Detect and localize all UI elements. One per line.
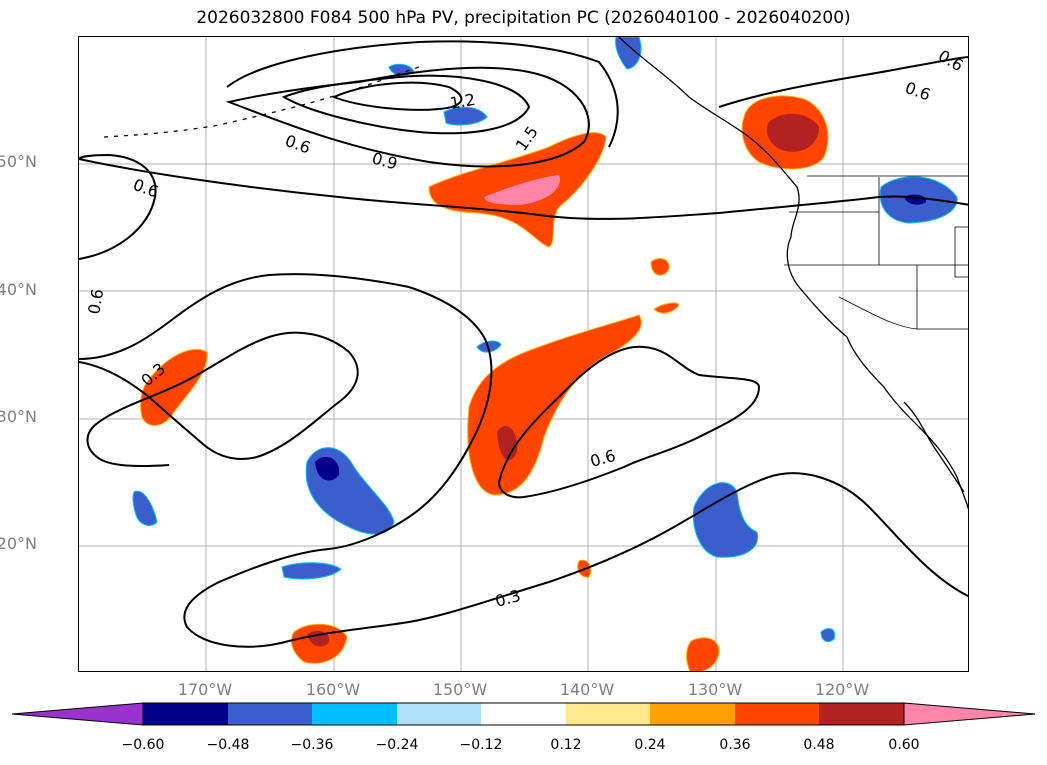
lon-label-130w: 130°W [687,680,743,699]
contour-0.6-west-cell [79,153,157,260]
contour-0.6-outer-north [226,40,619,148]
precip-region-south-edge [686,637,720,671]
precip-neg-small-2 [820,628,836,643]
pv-contours [79,40,968,648]
precip-dot-3 [653,302,680,314]
precip-neg-north [443,106,488,126]
contour-0.6-central [79,273,968,648]
lat-label-50n: 50°N [0,152,37,171]
precip-dot-1 [650,258,670,276]
contour-label-5: 1.5 [512,123,542,155]
precip-core-north-pacific [484,175,560,205]
lon-label-150w: 150°W [432,680,488,699]
colorbar-tick-1: −0.60 [121,737,165,753]
colorbar-bin-8 [735,703,819,725]
border-state-6 [954,226,968,278]
colorbar-tick-8: 0.36 [719,737,751,753]
contour-label-8: 0.6 [84,287,107,315]
precip-neg-alaska [615,37,642,70]
contour-label-10: 0.6 [588,446,618,471]
precip-positive [140,95,829,671]
contour-label-2: 0.6 [283,131,313,158]
colorbar-bin-5 [481,703,566,725]
precip-neg-west [132,490,158,526]
contour-label-1: 0.6 [131,175,161,202]
lon-label-170w: 170°W [177,680,233,699]
contour-0.6-south-cell [497,345,761,499]
contour-1.5 [331,81,463,111]
colorbar-extend-low [11,702,144,726]
map-panel: 0.6 0.6 0.9 1.2 1.5 0.6 0.6 0.6 0.3 0.6 … [78,36,969,672]
precip-negative [132,37,958,643]
precip-core-bc-coast [766,113,819,152]
coastline [103,37,968,510]
colorbar-frame [142,702,905,726]
colorbar-bin-7 [650,703,735,725]
contour-0.3-west [79,331,359,468]
precip-neg-small-1 [476,340,502,353]
colorbar-tick-9: 0.48 [803,737,835,753]
coast-aleutians [103,66,420,138]
lon-label-120w: 120°W [814,680,870,699]
colorbar-tick-2: −0.48 [206,737,250,753]
precip-neg-east [692,482,759,558]
colorbar-tick-5: −0.12 [459,737,503,753]
contour-label-3: 0.9 [370,149,400,174]
colorbar-bin-6 [566,703,650,725]
contour-label-11: 0.3 [493,586,523,611]
colorbar-bin-4 [397,703,481,725]
contour-labels: 0.6 0.6 0.9 1.2 1.5 0.6 0.6 0.6 0.3 0.6 … [84,46,966,611]
contour-label-4: 1.2 [448,90,476,113]
map-title: 2026032800 F084 500 hPa PV, precipitatio… [196,8,851,28]
border-state-3 [916,265,968,330]
borders [784,175,968,330]
colorbar-bin-1 [143,703,228,725]
colorbar-tick-7: 0.24 [634,737,666,753]
colorbar-bin-9 [819,703,904,725]
border-state-4 [838,296,918,330]
contour-1.2 [281,74,531,135]
precip-neg-south [281,562,342,580]
colorbar-tick-6: 0.12 [550,737,582,753]
contour-label-7: 0.6 [935,46,967,75]
colorbar-extend-high [903,702,1036,726]
colorbar-tick-3: −0.36 [290,737,334,753]
contour-label-6: 0.6 [903,78,933,105]
colorbar-tick-4: −0.24 [375,737,419,753]
contour-0.6-north [79,158,968,220]
colorbar-tick-10: 0.60 [888,737,920,753]
colorbar-bin-3 [312,703,397,725]
map-canvas: 0.6 0.6 0.9 1.2 1.5 0.6 0.6 0.6 0.3 0.6 … [79,37,968,671]
contour-0.6-east [718,56,968,108]
lat-label-40n: 40°N [0,280,37,299]
lon-label-160w: 160°W [305,680,361,699]
precip-neg-central-core [315,456,340,481]
coast-baja [903,401,965,493]
lat-label-20n: 20°N [0,534,37,553]
colorbar-bin-2 [228,703,312,725]
lon-label-140w: 140°W [559,680,615,699]
colorbar [11,702,1036,726]
lat-label-30n: 30°N [0,407,37,426]
